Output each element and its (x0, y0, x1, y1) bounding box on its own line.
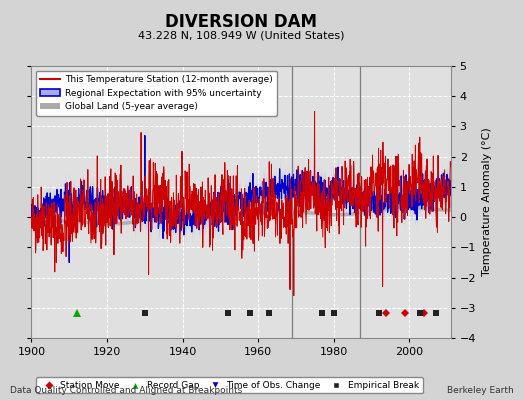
Text: Berkeley Earth: Berkeley Earth (447, 386, 514, 395)
Text: Data Quality Controlled and Aligned at Breakpoints: Data Quality Controlled and Aligned at B… (10, 386, 243, 395)
Text: 43.228 N, 108.949 W (United States): 43.228 N, 108.949 W (United States) (138, 31, 344, 41)
Y-axis label: Temperature Anomaly (°C): Temperature Anomaly (°C) (482, 128, 492, 276)
Text: DIVERSION DAM: DIVERSION DAM (165, 13, 317, 31)
Legend: Station Move, Record Gap, Time of Obs. Change, Empirical Break: Station Move, Record Gap, Time of Obs. C… (36, 377, 423, 393)
